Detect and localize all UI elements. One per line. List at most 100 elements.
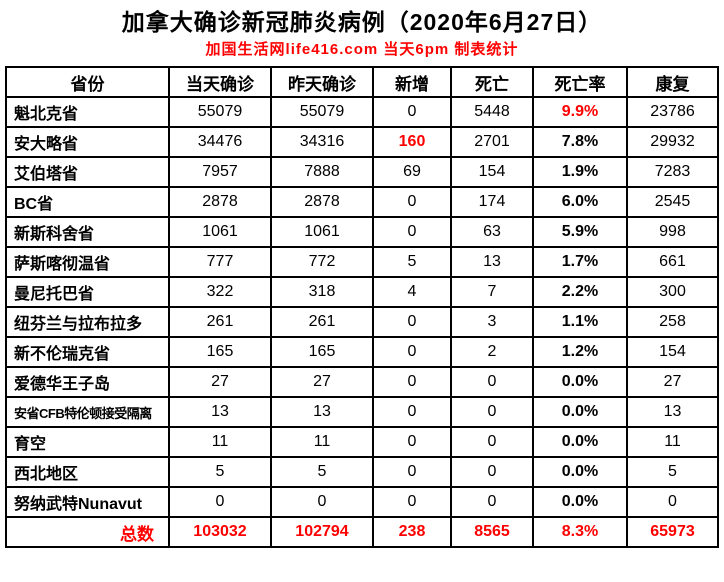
recovered-cell: 998 (626, 216, 719, 248)
yesterday-cell: 11 (270, 426, 374, 458)
new-cell: 0 (372, 306, 452, 338)
yesterday-cell: 261 (270, 306, 374, 338)
province-cell: 努纳武特Nunavut (5, 486, 170, 518)
recovered-cell: 0 (626, 486, 719, 518)
death-rate-cell: 5.9% (532, 216, 628, 248)
yesterday-cell: 5 (270, 456, 374, 488)
death-rate-cell: 0.0% (532, 426, 628, 458)
province-cell: 曼尼托巴省 (5, 276, 170, 308)
total-label-cell: 总数 (5, 516, 170, 548)
deaths-cell: 174 (450, 186, 534, 218)
death-rate-cell: 0.0% (532, 486, 628, 518)
death-rate-cell: 1.2% (532, 336, 628, 368)
table-row: 爱德华王子岛 27 27 0 0 0.0% 27 (5, 366, 719, 398)
recovered-cell: 2545 (626, 186, 719, 218)
yesterday-cell: 165 (270, 336, 374, 368)
death-rate-cell: 2.2% (532, 276, 628, 308)
col-header-recovered: 康复 (626, 66, 719, 98)
yesterday-cell: 55079 (270, 96, 374, 128)
new-cell: 0 (372, 186, 452, 218)
today-cell: 165 (168, 336, 272, 368)
today-cell: 55079 (168, 96, 272, 128)
recovered-cell: 13 (626, 396, 719, 428)
new-cell: 0 (372, 336, 452, 368)
deaths-cell: 0 (450, 456, 534, 488)
yesterday-cell: 2878 (270, 186, 374, 218)
col-header-today: 当天确诊 (168, 66, 272, 98)
new-cell: 0 (372, 216, 452, 248)
new-cell: 4 (372, 276, 452, 308)
today-cell: 34476 (168, 126, 272, 158)
deaths-cell: 5448 (450, 96, 534, 128)
recovered-cell: 23786 (626, 96, 719, 128)
deaths-cell: 0 (450, 486, 534, 518)
page-title: 加拿大确诊新冠肺炎病例（2020年6月27日） (121, 9, 603, 35)
yesterday-cell: 13 (270, 396, 374, 428)
new-cell: 0 (372, 366, 452, 398)
table-row: 魁北克省 55079 55079 0 5448 9.9% 23786 (5, 96, 719, 128)
today-cell: 11 (168, 426, 272, 458)
today-cell: 13 (168, 396, 272, 428)
table-row: 西北地区 5 5 0 0 0.0% 5 (5, 456, 719, 488)
deaths-cell: 3 (450, 306, 534, 338)
death-rate-cell: 1.7% (532, 246, 628, 278)
total-death-rate-cell: 8.3% (532, 516, 628, 548)
recovered-cell: 7283 (626, 156, 719, 188)
new-cell: 160 (372, 126, 452, 158)
today-cell: 322 (168, 276, 272, 308)
yesterday-cell: 27 (270, 366, 374, 398)
death-rate-cell: 1.1% (532, 306, 628, 338)
col-header-new: 新增 (372, 66, 452, 98)
table-row: 纽芬兰与拉布拉多 261 261 0 3 1.1% 258 (5, 306, 719, 338)
province-cell: 新不伦瑞克省 (5, 336, 170, 368)
recovered-cell: 11 (626, 426, 719, 458)
col-header-province: 省份 (5, 66, 170, 98)
yesterday-cell: 772 (270, 246, 374, 278)
new-cell: 5 (372, 246, 452, 278)
death-rate-cell: 6.0% (532, 186, 628, 218)
death-rate-cell: 0.0% (532, 396, 628, 428)
province-cell: 安大略省 (5, 126, 170, 158)
yesterday-cell: 1061 (270, 216, 374, 248)
total-row: 总数 103032 102794 238 8565 8.3% 65973 (5, 516, 719, 548)
yesterday-cell: 0 (270, 486, 374, 518)
total-recovered-cell: 65973 (626, 516, 719, 548)
today-cell: 1061 (168, 216, 272, 248)
col-header-deaths: 死亡 (450, 66, 534, 98)
death-rate-cell: 0.0% (532, 366, 628, 398)
yesterday-cell: 34316 (270, 126, 374, 158)
today-cell: 777 (168, 246, 272, 278)
today-cell: 27 (168, 366, 272, 398)
table-row: 安省CFB特伦顿接受隔离 13 13 0 0 0.0% 13 (5, 396, 719, 428)
table-row: 曼尼托巴省 322 318 4 7 2.2% 300 (5, 276, 719, 308)
recovered-cell: 661 (626, 246, 719, 278)
today-cell: 261 (168, 306, 272, 338)
death-rate-cell: 7.8% (532, 126, 628, 158)
total-yesterday-cell: 102794 (270, 516, 374, 548)
table-row: BC省 2878 2878 0 174 6.0% 2545 (5, 186, 719, 218)
recovered-cell: 154 (626, 336, 719, 368)
new-cell: 0 (372, 486, 452, 518)
col-header-death-rate: 死亡率 (532, 66, 628, 98)
new-cell: 0 (372, 96, 452, 128)
deaths-cell: 0 (450, 396, 534, 428)
table-row: 艾伯塔省 7957 7888 69 154 1.9% 7283 (5, 156, 719, 188)
province-cell: 萨斯喀彻温省 (5, 246, 170, 278)
yesterday-cell: 318 (270, 276, 374, 308)
recovered-cell: 300 (626, 276, 719, 308)
total-new-cell: 238 (372, 516, 452, 548)
today-cell: 5 (168, 456, 272, 488)
covid-stats-table: 省份 当天确诊 昨天确诊 新增 死亡 死亡率 康复 魁北克省 55079 550… (5, 66, 719, 548)
province-cell: 艾伯塔省 (5, 156, 170, 188)
recovered-cell: 27 (626, 366, 719, 398)
death-rate-cell: 0.0% (532, 456, 628, 488)
province-cell: 育空 (5, 426, 170, 458)
table-row: 努纳武特Nunavut 0 0 0 0 0.0% 0 (5, 486, 719, 518)
province-cell: 西北地区 (5, 456, 170, 488)
today-cell: 0 (168, 486, 272, 518)
recovered-cell: 5 (626, 456, 719, 488)
header-row: 省份 当天确诊 昨天确诊 新增 死亡 死亡率 康复 (5, 66, 719, 98)
deaths-cell: 0 (450, 426, 534, 458)
deaths-cell: 0 (450, 366, 534, 398)
new-cell: 0 (372, 396, 452, 428)
